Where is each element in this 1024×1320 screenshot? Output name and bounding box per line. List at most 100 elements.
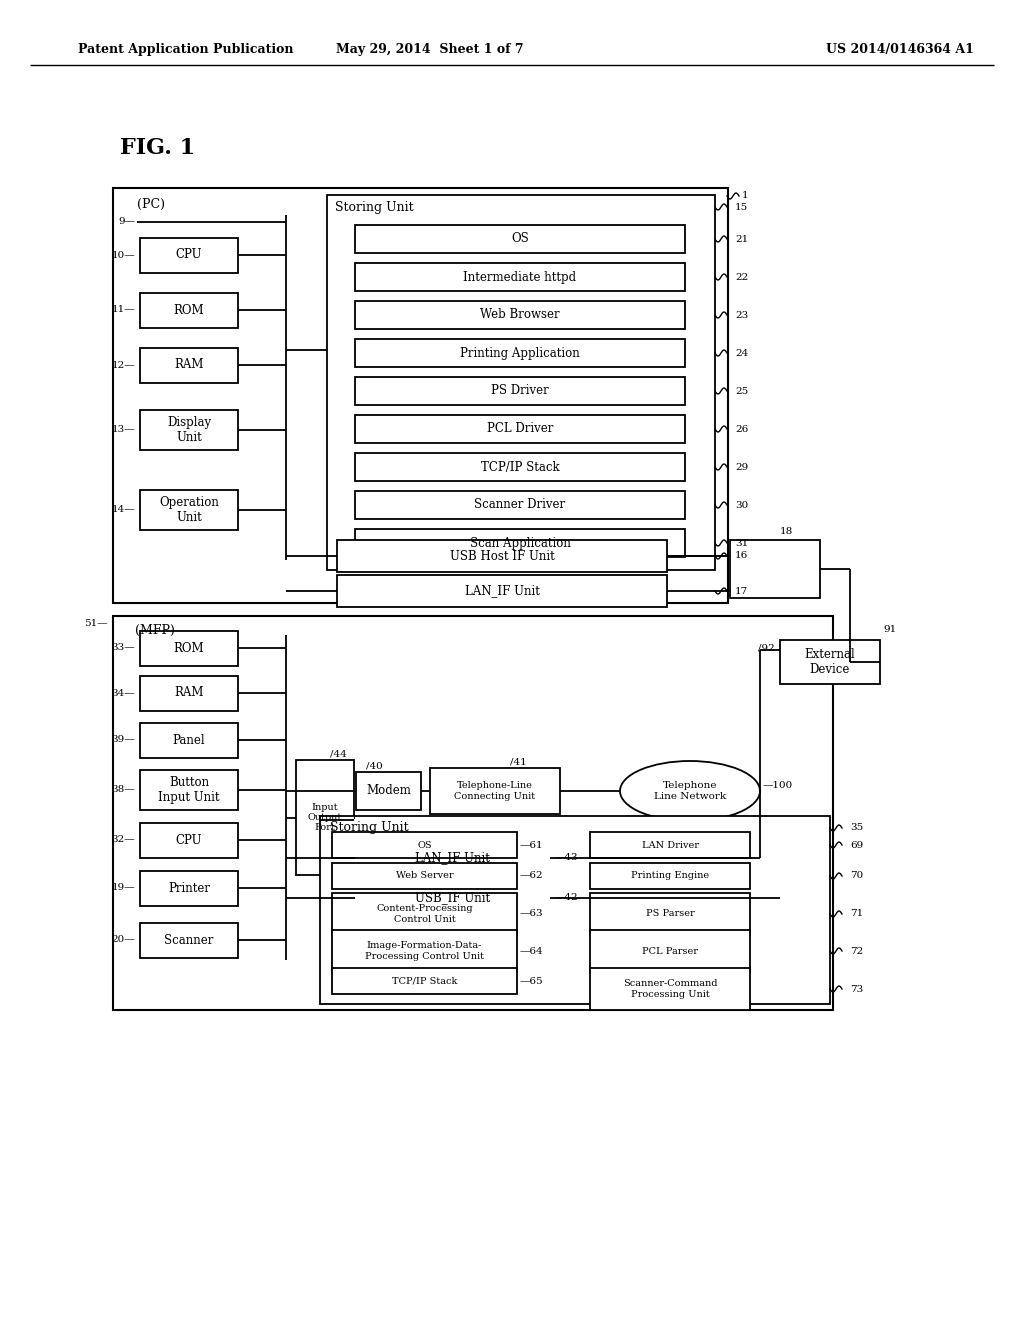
Text: 20—: 20— — [112, 936, 135, 945]
Text: 73: 73 — [850, 985, 863, 994]
Bar — [730, 540, 820, 598]
Text: 30: 30 — [735, 500, 749, 510]
Text: FIG. 1: FIG. 1 — [120, 137, 196, 158]
Text: —64: —64 — [520, 946, 544, 956]
Bar — [140, 238, 238, 272]
Bar — [355, 529, 685, 557]
Text: /40: /40 — [366, 762, 383, 771]
Bar — [590, 863, 750, 888]
Text: (MFP): (MFP) — [135, 623, 175, 636]
Text: 14—: 14— — [112, 506, 135, 515]
Text: 11—: 11— — [112, 305, 135, 314]
Text: OS: OS — [417, 841, 432, 850]
Text: Modem: Modem — [366, 784, 411, 797]
Text: 35: 35 — [850, 824, 863, 833]
Bar — [590, 894, 750, 935]
Text: 24: 24 — [735, 348, 749, 358]
Text: LAN Driver: LAN Driver — [641, 841, 698, 850]
Text: May 29, 2014  Sheet 1 of 7: May 29, 2014 Sheet 1 of 7 — [336, 44, 524, 57]
Text: 32—: 32— — [112, 836, 135, 845]
Text: 22: 22 — [735, 272, 749, 281]
Text: /41: /41 — [510, 758, 526, 767]
Text: /92: /92 — [758, 644, 775, 652]
Text: 72: 72 — [850, 946, 863, 956]
Text: Scanner: Scanner — [164, 933, 214, 946]
Text: 10—: 10— — [112, 251, 135, 260]
Text: Button
Input Unit: Button Input Unit — [159, 776, 220, 804]
Text: 9—: 9— — [118, 218, 135, 227]
Text: Web Server: Web Server — [395, 871, 454, 880]
Bar — [355, 842, 550, 874]
Bar — [780, 640, 880, 684]
Bar — [430, 768, 560, 814]
Bar — [140, 490, 238, 531]
Bar — [140, 870, 238, 906]
Text: 69: 69 — [850, 841, 863, 850]
Text: TCP/IP Stack: TCP/IP Stack — [480, 461, 559, 474]
Text: Storing Unit: Storing Unit — [335, 201, 414, 214]
Bar — [140, 722, 238, 758]
Bar — [140, 822, 238, 858]
Text: CPU: CPU — [176, 248, 203, 261]
Bar — [355, 453, 685, 480]
Bar — [140, 411, 238, 450]
Bar — [113, 187, 728, 603]
Text: TCP/IP Stack: TCP/IP Stack — [392, 977, 457, 986]
Bar — [355, 224, 685, 253]
Text: Panel: Panel — [173, 734, 206, 747]
Bar — [140, 293, 238, 327]
Text: PCL Parser: PCL Parser — [642, 946, 698, 956]
Text: (PC): (PC) — [137, 198, 165, 210]
Text: 31: 31 — [735, 539, 749, 548]
Text: —43: —43 — [555, 854, 579, 862]
Bar — [332, 894, 517, 935]
Text: CPU: CPU — [176, 833, 203, 846]
Bar — [356, 772, 421, 810]
Text: —65: —65 — [520, 977, 544, 986]
Text: PS Driver: PS Driver — [492, 384, 549, 397]
Text: Display
Unit: Display Unit — [167, 416, 211, 444]
Bar — [319, 816, 830, 1005]
Text: RAM: RAM — [174, 359, 204, 371]
Text: External
Device: External Device — [805, 648, 855, 676]
Text: Input
Output
Port: Input Output Port — [308, 803, 342, 833]
Text: ROM: ROM — [174, 642, 205, 655]
Bar — [140, 676, 238, 710]
Text: Web Browser: Web Browser — [480, 309, 560, 322]
Text: Printing Engine: Printing Engine — [631, 871, 709, 880]
Text: 16: 16 — [735, 552, 749, 561]
Text: 29: 29 — [735, 462, 749, 471]
Text: 1: 1 — [742, 191, 749, 201]
Text: PCL Driver: PCL Driver — [486, 422, 553, 436]
Text: 13—: 13— — [112, 425, 135, 434]
Text: ROM: ROM — [174, 304, 205, 317]
Bar — [355, 491, 685, 519]
Text: Printing Application: Printing Application — [460, 346, 580, 359]
Text: USB_IF Unit: USB_IF Unit — [415, 891, 490, 904]
Text: 26: 26 — [735, 425, 749, 433]
Text: 38—: 38— — [112, 785, 135, 795]
Text: OS: OS — [511, 232, 528, 246]
Text: /44: /44 — [330, 750, 347, 759]
Bar — [332, 931, 517, 972]
Text: Operation
Unit: Operation Unit — [159, 496, 219, 524]
Bar — [355, 263, 685, 290]
Text: Telephone-Line
Connecting Unit: Telephone-Line Connecting Unit — [455, 781, 536, 801]
Bar — [332, 968, 517, 994]
Text: Scan Application: Scan Application — [470, 536, 570, 549]
Text: RAM: RAM — [174, 686, 204, 700]
Text: 15: 15 — [735, 202, 749, 211]
Text: Telephone
Line Network: Telephone Line Network — [654, 781, 726, 801]
Text: 91: 91 — [883, 626, 896, 635]
Text: Scanner-Command
Processing Unit: Scanner-Command Processing Unit — [623, 979, 717, 999]
Text: Printer: Printer — [168, 882, 210, 895]
Bar — [590, 832, 750, 858]
Bar — [337, 540, 667, 572]
Bar — [113, 616, 833, 1010]
Bar — [140, 923, 238, 957]
Text: PS Parser: PS Parser — [645, 909, 694, 919]
Text: —100: —100 — [763, 781, 794, 791]
Text: 23: 23 — [735, 310, 749, 319]
Text: —61: —61 — [520, 841, 544, 850]
Text: 17: 17 — [735, 586, 749, 595]
